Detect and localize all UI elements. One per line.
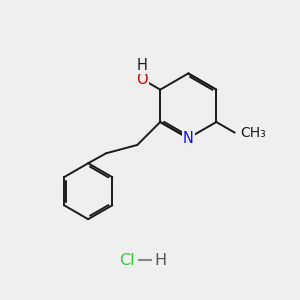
Text: H: H (136, 58, 147, 73)
Text: N: N (183, 131, 194, 146)
Text: H: H (154, 253, 167, 268)
Text: CH₃: CH₃ (241, 126, 266, 140)
Text: Cl: Cl (118, 253, 134, 268)
Text: O: O (136, 71, 148, 86)
